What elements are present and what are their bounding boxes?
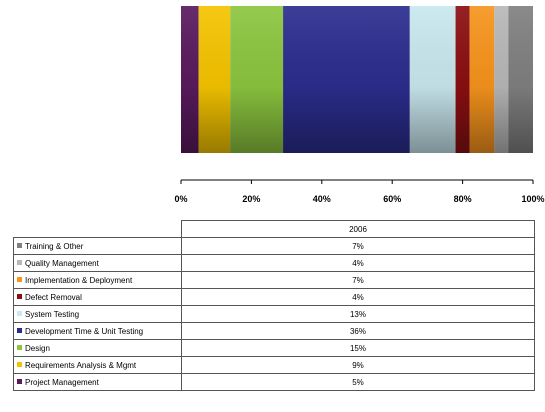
axis-tick-label: 60% — [383, 194, 401, 204]
legend-swatch — [17, 242, 22, 248]
legend-swatch — [17, 378, 22, 384]
bar-shading — [181, 6, 533, 153]
series-value-cell: 7% — [181, 271, 535, 289]
axis-tick-label: 80% — [454, 194, 472, 204]
series-name: Training & Other — [25, 241, 84, 251]
table-body: Training & Other 7% Quality Management 4% Im… — [13, 237, 535, 391]
table-row: Quality Management 4% — [13, 254, 535, 272]
axis-tick-label: 40% — [313, 194, 331, 204]
data-table: 2006 Training & Other 7% Quality Managemen… — [13, 220, 535, 391]
legend-swatch — [17, 293, 22, 299]
axis-tick-label: 0% — [174, 194, 187, 204]
table-row: Defect Removal 4% — [13, 288, 535, 306]
legend-swatch — [17, 259, 22, 265]
series-value-cell: 15% — [181, 339, 535, 357]
series-name: Project Management — [25, 377, 99, 387]
table-row: Implementation & Deployment 7% — [13, 271, 535, 289]
legend-swatch — [17, 310, 22, 316]
series-name: Development Time & Unit Testing — [25, 326, 144, 336]
series-label-cell: Design — [13, 339, 182, 357]
stacked-bar-chart: 0% 20% 40% 60% 80% 100% — [174, 6, 545, 204]
series-value-cell: 4% — [181, 288, 535, 306]
legend-swatch — [17, 361, 22, 367]
series-label-cell: Development Time & Unit Testing — [13, 322, 182, 340]
table-column-header: 2006 — [181, 220, 535, 238]
series-value-cell: 36% — [181, 322, 535, 340]
series-value-cell: 9% — [181, 356, 535, 374]
value-axis: 0% 20% 40% 60% 80% 100% — [174, 179, 545, 204]
legend-swatch — [17, 344, 22, 350]
series-label-cell: Quality Management — [13, 254, 182, 272]
table-header-row: 2006 — [14, 220, 535, 238]
table-row: System Testing 13% — [13, 305, 535, 323]
series-label-cell: Implementation & Deployment — [13, 271, 182, 289]
legend-swatch — [17, 327, 22, 333]
series-value-cell: 4% — [181, 254, 535, 272]
series-label-cell: Training & Other — [13, 237, 182, 255]
series-name: Requirements Analysis & Mgmt — [25, 360, 137, 370]
table-row: Design 15% — [13, 339, 535, 357]
axis-tick-label: 100% — [521, 194, 544, 204]
series-name: Defect Removal — [25, 292, 82, 302]
table-row: Development Time & Unit Testing 36% — [13, 322, 535, 340]
series-label-cell: Project Management — [13, 373, 182, 391]
series-value-cell: 13% — [181, 305, 535, 323]
table-row: Project Management 5% — [13, 373, 535, 391]
series-label-cell: Defect Removal — [13, 288, 182, 306]
series-value-cell: 7% — [181, 237, 535, 255]
table-row: Requirements Analysis & Mgmt 9% — [13, 356, 535, 374]
series-name: Implementation & Deployment — [25, 275, 133, 285]
series-label-cell: Requirements Analysis & Mgmt — [13, 356, 182, 374]
table-corner — [14, 221, 182, 238]
series-name: Design — [25, 343, 50, 353]
table-row: Training & Other 7% — [13, 237, 535, 255]
series-name: System Testing — [25, 309, 80, 319]
series-value-cell: 5% — [181, 373, 535, 391]
axis-tick-label: 20% — [242, 194, 260, 204]
series-name: Quality Management — [25, 258, 99, 268]
legend-swatch — [17, 276, 22, 282]
series-label-cell: System Testing — [13, 305, 182, 323]
